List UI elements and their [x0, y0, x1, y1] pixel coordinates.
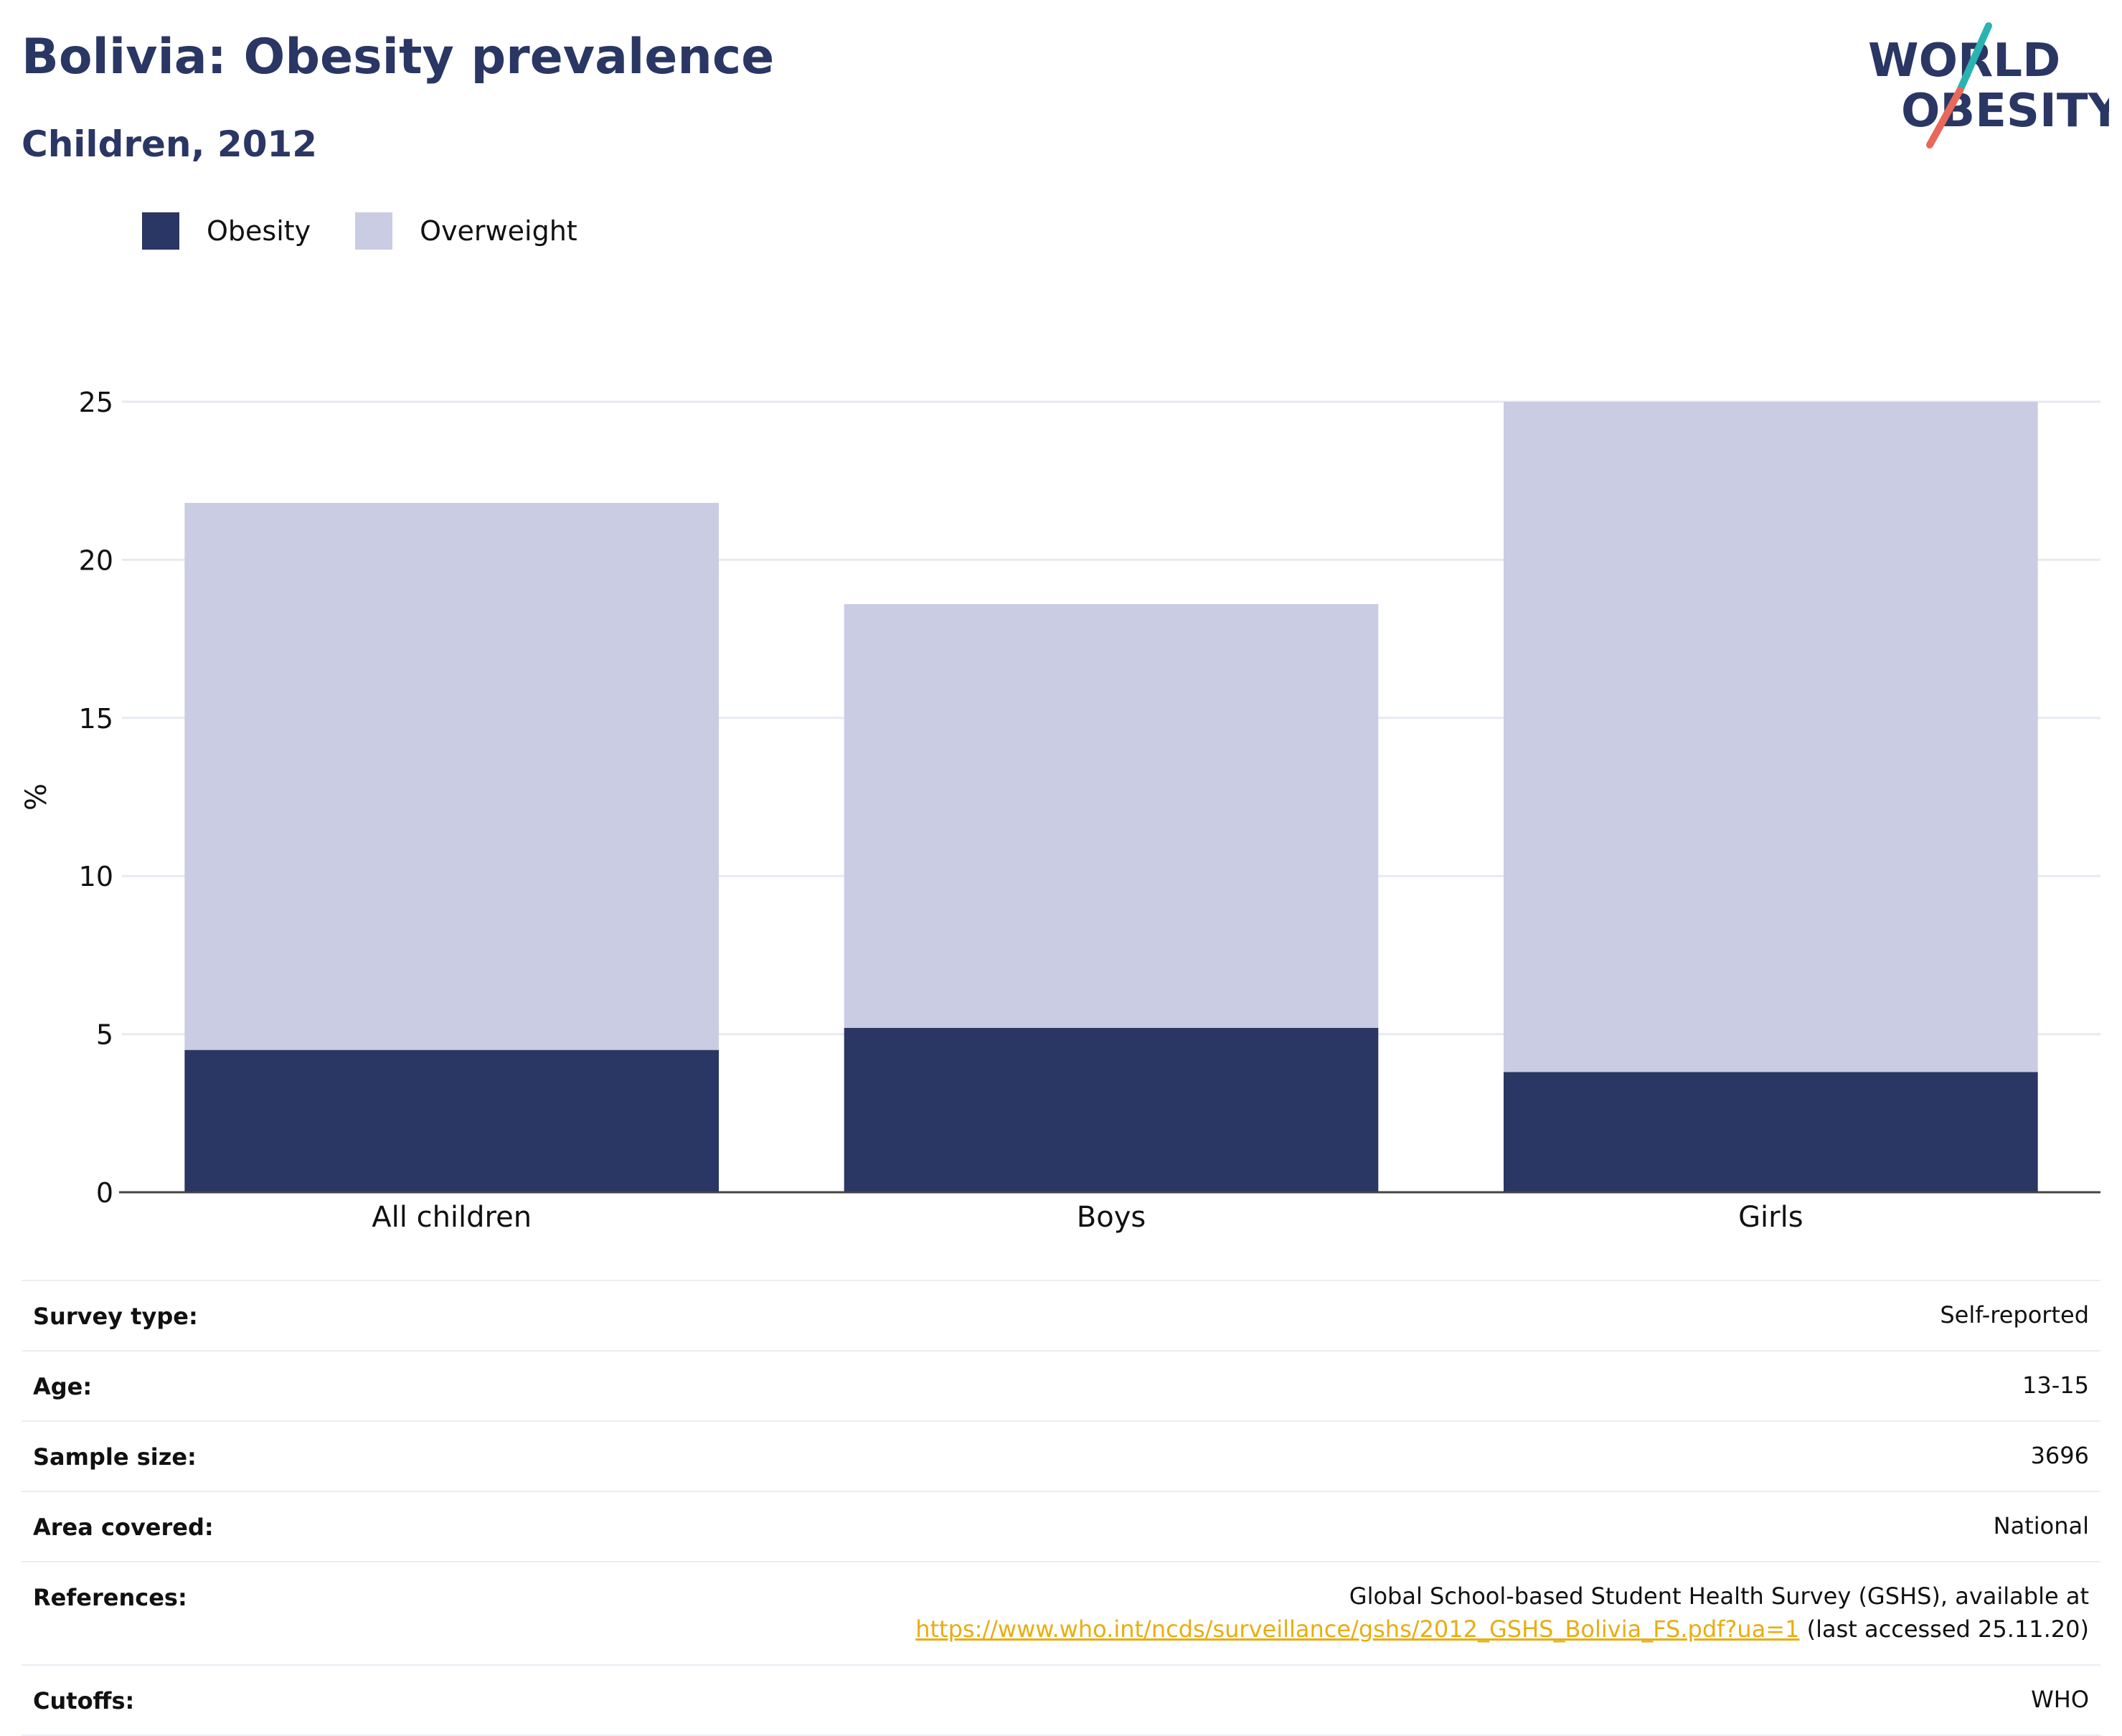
info-row-references: References: Global School-based Student … — [22, 1562, 2100, 1666]
info-label: Age: — [33, 1373, 93, 1400]
y-tick-label: 25 — [79, 387, 113, 418]
bar-chart: 0 5 10 15 20 25% All children Boys Girls — [20, 387, 2100, 1234]
logo-word-obesity: OBESITY — [1901, 85, 2109, 138]
info-row-age: Age: 13-15 — [22, 1351, 2100, 1422]
reference-link[interactable]: https://www.who.int/ncds/surveillance/gs… — [915, 1615, 1800, 1643]
info-value: 13-15 — [2022, 1372, 2089, 1399]
survey-info-table: Survey type: Self-reported Age: 13-15 Sa… — [22, 1280, 2100, 1736]
bar-overweight — [184, 503, 719, 1050]
info-label: Area covered: — [33, 1514, 214, 1541]
info-value: 3696 — [2030, 1442, 2089, 1469]
info-row-area-covered: Area covered: National — [22, 1492, 2100, 1562]
info-value: National — [1993, 1512, 2089, 1539]
info-label: References: — [33, 1584, 187, 1611]
reference-accessed-note: (last accessed 25.11.20) — [1799, 1615, 2089, 1643]
legend-item-obesity[interactable]: Obesity — [142, 212, 311, 250]
chart-subtitle: Children, 2012 — [22, 123, 318, 165]
info-value: Self-reported — [1940, 1301, 2089, 1329]
info-label: Sample size: — [33, 1443, 197, 1471]
x-tick-label: Girls — [1738, 1201, 1803, 1234]
bar-overweight — [844, 604, 1379, 1028]
world-obesity-logo: WORLD OBESITY — [1868, 22, 2109, 148]
x-tick-label: Boys — [1077, 1201, 1146, 1234]
legend-label-obesity: Obesity — [207, 215, 311, 247]
y-tick-label: 10 — [79, 861, 113, 892]
info-value: WHO — [2031, 1686, 2089, 1713]
legend-swatch-overweight — [355, 212, 393, 250]
bar-overweight — [1504, 402, 2038, 1072]
logo-slash-coral — [1926, 87, 1963, 148]
legend-label-overweight: Overweight — [420, 215, 577, 247]
info-row-cutoffs: Cutoffs: WHO — [22, 1666, 2100, 1736]
y-tick-label: 15 — [79, 703, 113, 735]
chart-legend: Obesity Overweight — [142, 212, 622, 250]
y-tick-label: 5 — [96, 1019, 113, 1051]
bar-obesity — [844, 1027, 1379, 1192]
chart-title: Bolivia: Obesity prevalence — [22, 29, 775, 85]
y-tick-label: 20 — [79, 544, 113, 576]
info-row-survey-type: Survey type: Self-reported — [22, 1281, 2100, 1351]
logo-slash-teal — [1956, 22, 1992, 94]
x-tick-label: All children — [372, 1201, 532, 1234]
y-tick-label: 0 — [96, 1177, 113, 1209]
info-value: Global School-based Student Health Surve… — [915, 1580, 2089, 1646]
info-label: Survey type: — [33, 1303, 198, 1330]
bar-obesity — [1504, 1072, 2038, 1192]
info-label: Cutoffs: — [33, 1687, 135, 1714]
info-row-sample-size: Sample size: 3696 — [22, 1422, 2100, 1492]
y-axis-title: % — [20, 783, 53, 811]
bar-obesity — [184, 1049, 719, 1192]
legend-swatch-obesity — [142, 212, 179, 250]
legend-item-overweight[interactable]: Overweight — [355, 212, 577, 250]
reference-text: Global School-based Student Health Surve… — [1349, 1582, 2089, 1610]
